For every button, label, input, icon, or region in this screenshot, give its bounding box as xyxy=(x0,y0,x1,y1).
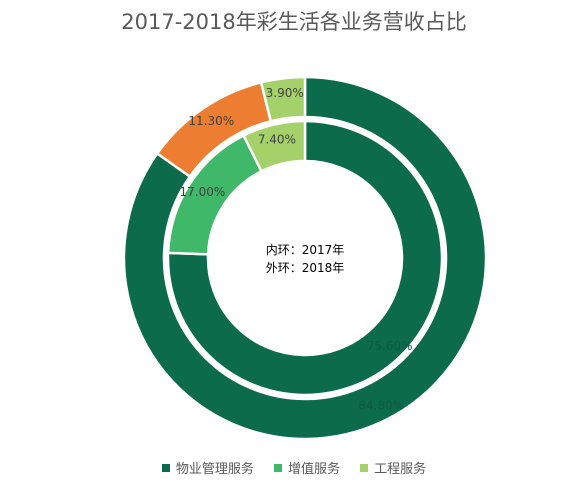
outer-data-label-2: 3.90% xyxy=(266,86,304,100)
legend-label: 物业管理服务 xyxy=(175,462,254,477)
legend-item-value-added: 增值服务 xyxy=(273,458,340,477)
legend-swatch xyxy=(161,463,170,472)
legend-swatch xyxy=(360,463,369,472)
legend-item-property: 物业管理服务 xyxy=(161,458,254,477)
data-labels: 75.60% 17.00% 7.40% 84.80% 11.30% 3.90% xyxy=(180,86,413,412)
outer-slice-2 xyxy=(259,75,307,123)
legend-label: 工程服务 xyxy=(374,462,427,477)
chart-title: 2017-2018年彩生活各业务营收占比 xyxy=(121,10,467,34)
center-text-line-0: 内环：2017年 xyxy=(266,243,345,257)
inner-slice-2 xyxy=(241,119,307,173)
inner-data-label-2: 7.40% xyxy=(258,132,296,146)
outer-data-label-0: 84.80% xyxy=(358,398,404,412)
outer-data-label-1: 11.30% xyxy=(188,114,234,128)
legend-swatch xyxy=(273,463,282,472)
inner-data-label-1: 17.00% xyxy=(180,185,226,199)
inner-data-label-0: 75.60% xyxy=(367,339,413,353)
inner-slice-0 xyxy=(166,119,444,397)
legend: 物业管理服务 增值服务 工程服务 xyxy=(0,458,588,477)
legend-item-engineering: 工程服务 xyxy=(360,458,426,477)
outer-slice-0 xyxy=(122,75,488,441)
outer-ring xyxy=(122,75,488,441)
inner-ring xyxy=(166,119,444,397)
center-text-line-1: 外环：2018年 xyxy=(266,261,345,275)
legend-label: 增值服务 xyxy=(287,462,340,477)
